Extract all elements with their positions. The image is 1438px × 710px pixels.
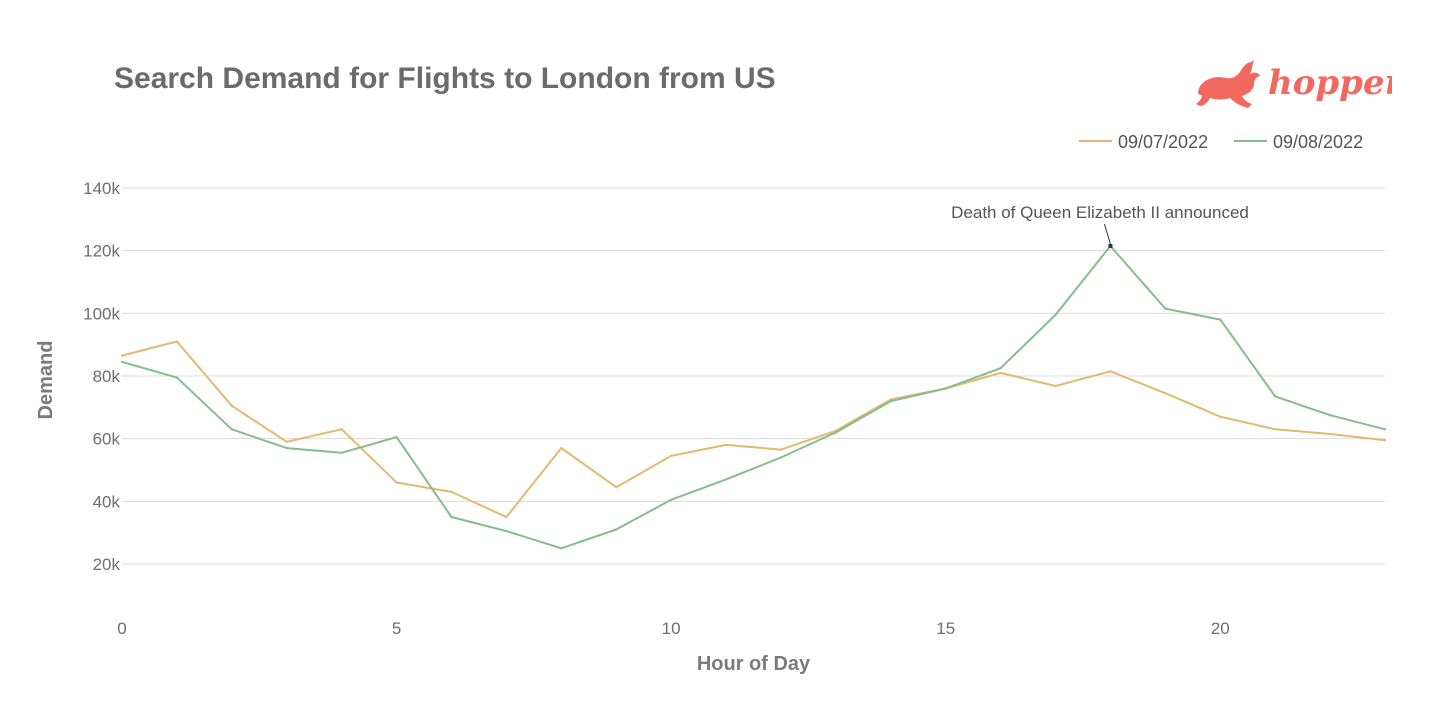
data-point-series-2: [285, 446, 288, 450]
series-line-2: [121, 245, 1386, 550]
data-point-series-1: [1383, 439, 1387, 442]
x-tick-label: 20: [1211, 619, 1230, 638]
x-tick-label: 5: [392, 619, 401, 638]
data-point-series-1: [615, 486, 618, 489]
data-point-series-2: [1219, 318, 1222, 321]
data-point-series-1: [999, 371, 1002, 375]
data-point-series-1: [1054, 384, 1057, 388]
data-point-series-1: [724, 443, 728, 447]
y-tick-label: 20k: [93, 555, 121, 574]
y-tick-label: 60k: [93, 430, 121, 449]
logo-wordmark: hopper: [1268, 63, 1392, 103]
data-point-series-2: [120, 360, 124, 364]
data-point-series-2: [669, 498, 673, 501]
bunny-logo-icon: hopper: [1196, 60, 1405, 108]
data-point-series-2: [724, 478, 728, 481]
x-axis-title: Hour of Day: [697, 653, 811, 675]
x-tick-label: 15: [936, 619, 955, 638]
data-point-series-2: [450, 515, 453, 519]
data-point-series-1: [779, 448, 783, 451]
y-tick-label: 120k: [83, 242, 120, 261]
data-point-series-1: [395, 481, 398, 484]
annotation-leader-line: [1103, 223, 1111, 245]
data-point-series-1: [1164, 392, 1167, 395]
data-point-series-2: [230, 428, 234, 431]
data-point-series-2: [615, 528, 618, 531]
data-point-series-1: [505, 515, 508, 519]
data-point-series-1: [450, 490, 453, 494]
legend-label-series-2: 09/08/2022: [1273, 132, 1363, 152]
data-point-series-1: [669, 454, 673, 458]
annotation-label: Death of Queen Elizabeth II announced: [951, 203, 1249, 222]
chart-title: Search Demand for Flights to London from…: [114, 62, 776, 95]
data-point-series-2: [889, 399, 892, 403]
data-point-series-1: [120, 354, 124, 357]
data-point-series-2: [1054, 313, 1057, 317]
data-point-series-2: [1273, 395, 1277, 398]
data-point-series-2: [505, 529, 508, 533]
data-point-series-1: [1273, 428, 1277, 431]
data-point-series-2: [395, 435, 398, 439]
data-point-series-1: [1109, 370, 1112, 373]
data-point-series-2: [999, 366, 1002, 370]
hopper-logo: hopper: [1192, 58, 1405, 123]
y-axis-ticks: 20k 40k 60k 80k 100k 120k 140k: [83, 179, 120, 574]
data-point-series-1: [1219, 415, 1222, 418]
data-point-series-2: [1383, 428, 1387, 431]
y-axis-title: Demand: [35, 341, 57, 420]
data-point-series-2: [944, 387, 947, 390]
y-tick-label: 40k: [93, 492, 121, 511]
data-point-series-2: [834, 431, 838, 434]
data-point-series-1: [1328, 432, 1332, 436]
y-tick-label: 140k: [83, 179, 120, 198]
data-point-series-1: [230, 404, 234, 407]
legend-label-series-1: 09/07/2022: [1118, 132, 1208, 152]
x-tick-label: 0: [117, 619, 126, 638]
data-point-series-2: [175, 376, 179, 379]
data-point-series-2: [1164, 307, 1167, 310]
data-point-series-2: [560, 547, 563, 550]
series-lines: [120, 244, 1387, 550]
data-point-series-1: [175, 340, 179, 343]
data-point-series-1: [340, 428, 343, 431]
data-point-series-2: [340, 451, 343, 454]
x-axis-ticks: 0 5 10 15 20: [117, 619, 1229, 638]
y-tick-label: 100k: [83, 304, 120, 323]
annotation-marker: [1108, 243, 1113, 248]
data-point-series-1: [560, 446, 563, 450]
legend: 09/07/2022 09/08/2022: [1079, 132, 1363, 152]
x-tick-label: 10: [662, 619, 681, 638]
series-line-1: [121, 340, 1386, 518]
grid-lines: [122, 187, 1385, 565]
data-point-series-1: [285, 440, 288, 443]
annotation: Death of Queen Elizabeth II announced: [951, 203, 1249, 248]
data-point-series-2: [1328, 413, 1332, 417]
y-tick-label: 80k: [93, 367, 121, 386]
data-point-series-2: [779, 456, 783, 459]
